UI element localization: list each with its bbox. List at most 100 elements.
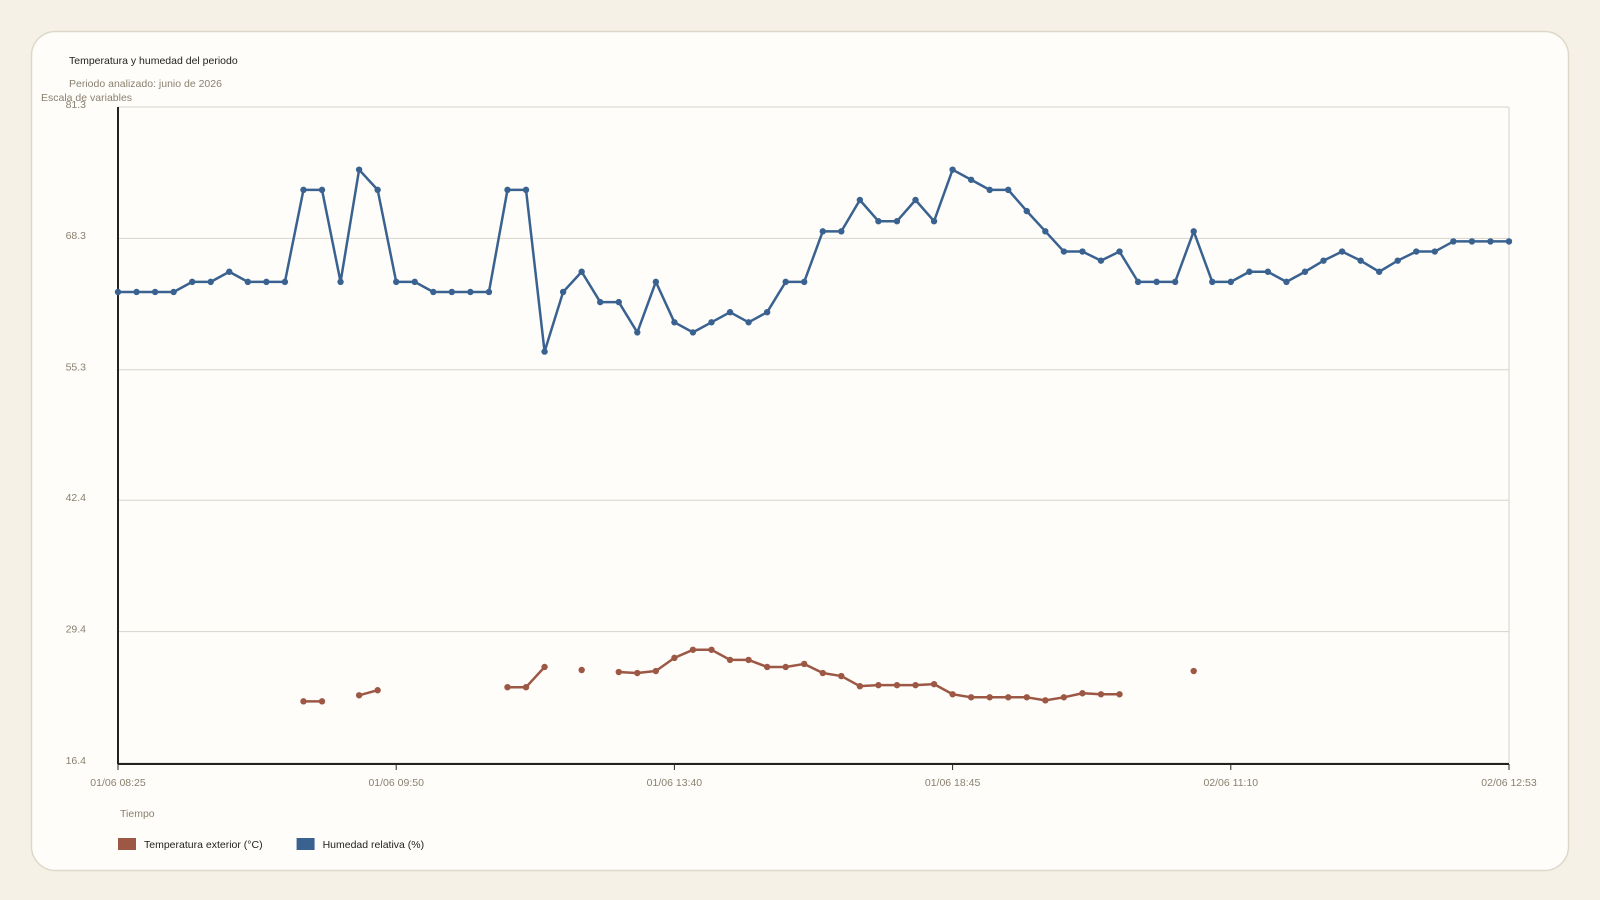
data-point (875, 218, 882, 225)
x-tick-label: 01/06 13:40 (647, 777, 703, 789)
chart-subtitle: Periodo analizado: junio de 2026 (69, 78, 222, 90)
data-point (467, 288, 474, 296)
data-point (133, 288, 140, 296)
y-tick-label: 29.4 (66, 623, 87, 635)
data-point (1283, 278, 1290, 286)
data-point (782, 663, 789, 671)
data-point (151, 288, 159, 296)
data-point (522, 186, 530, 194)
legend-label: Humedad relativa (%) (323, 839, 425, 851)
data-point (1079, 690, 1086, 697)
data-point (615, 668, 622, 676)
data-point (801, 278, 808, 286)
data-point (801, 660, 808, 668)
series-line (118, 168, 1509, 353)
data-point (782, 278, 789, 286)
data-point (652, 278, 660, 286)
data-point (1246, 268, 1253, 275)
data-point (541, 663, 548, 671)
data-point (1190, 667, 1197, 675)
data-point (355, 166, 363, 173)
data-point (652, 667, 660, 675)
data-point (337, 278, 344, 286)
data-point (1505, 238, 1513, 245)
data-point (986, 694, 993, 701)
y-tick-label: 16.4 (66, 755, 87, 767)
x-tick-label: 01/06 08:25 (90, 777, 146, 789)
data-point (1190, 228, 1197, 235)
x-tick-label: 01/06 09:50 (368, 777, 424, 789)
data-point (1375, 268, 1383, 275)
data-point (745, 656, 752, 664)
data-point (763, 663, 771, 671)
y-tick-label: 42.4 (66, 492, 87, 504)
data-point (522, 683, 530, 691)
data-point (1042, 697, 1049, 704)
data-point (726, 308, 734, 316)
data-point (226, 268, 233, 275)
card (30, 30, 1570, 872)
data-point (188, 278, 196, 286)
data-point (689, 646, 697, 653)
data-point (244, 278, 252, 286)
data-point (1487, 238, 1494, 245)
data-point (893, 218, 901, 225)
data-point (838, 228, 845, 235)
data-point (986, 186, 993, 194)
data-point (1060, 248, 1068, 255)
data-point (708, 319, 715, 326)
data-point (504, 683, 511, 691)
data-point (912, 681, 919, 689)
data-point (745, 319, 752, 326)
data-point (207, 278, 214, 286)
data-point (838, 672, 845, 680)
data-point (541, 348, 548, 355)
data-point (1320, 257, 1327, 264)
data-point (1431, 248, 1439, 255)
data-point (300, 186, 307, 194)
legend-swatch (296, 838, 315, 850)
data-point (1171, 278, 1179, 286)
data-point (430, 288, 437, 296)
data-point (967, 176, 975, 183)
x-tick-label: 02/06 12:53 (1481, 777, 1537, 789)
data-point (263, 278, 270, 286)
data-point (1209, 278, 1216, 286)
data-point (578, 268, 585, 275)
data-point (856, 682, 864, 690)
data-point (893, 681, 901, 689)
data-point (1042, 228, 1049, 235)
data-point (281, 278, 289, 286)
data-point (634, 669, 641, 677)
data-point (634, 329, 641, 336)
data-point (1227, 278, 1235, 286)
data-point (671, 319, 678, 326)
data-point (1134, 278, 1142, 286)
data-point (1005, 186, 1012, 194)
data-point (708, 646, 715, 653)
data-point (967, 694, 975, 701)
data-point (114, 288, 122, 296)
data-point (930, 680, 938, 688)
data-point (300, 698, 307, 705)
data-point (170, 288, 177, 296)
data-point (1116, 248, 1123, 255)
y-tick-label: 68.3 (66, 230, 87, 242)
data-point (1450, 238, 1457, 245)
chart-title: Temperatura y humedad del periodo (69, 55, 238, 67)
data-point (1357, 257, 1364, 264)
data-point (856, 196, 864, 204)
data-point (597, 298, 604, 306)
data-point (448, 288, 456, 296)
data-point (949, 691, 956, 698)
data-point (318, 698, 326, 705)
data-point (1060, 694, 1068, 701)
data-point (355, 692, 363, 699)
data-point (1468, 238, 1476, 245)
data-point (1301, 268, 1309, 275)
data-point (1116, 691, 1123, 698)
data-point (689, 329, 697, 336)
data-point (1153, 278, 1160, 286)
